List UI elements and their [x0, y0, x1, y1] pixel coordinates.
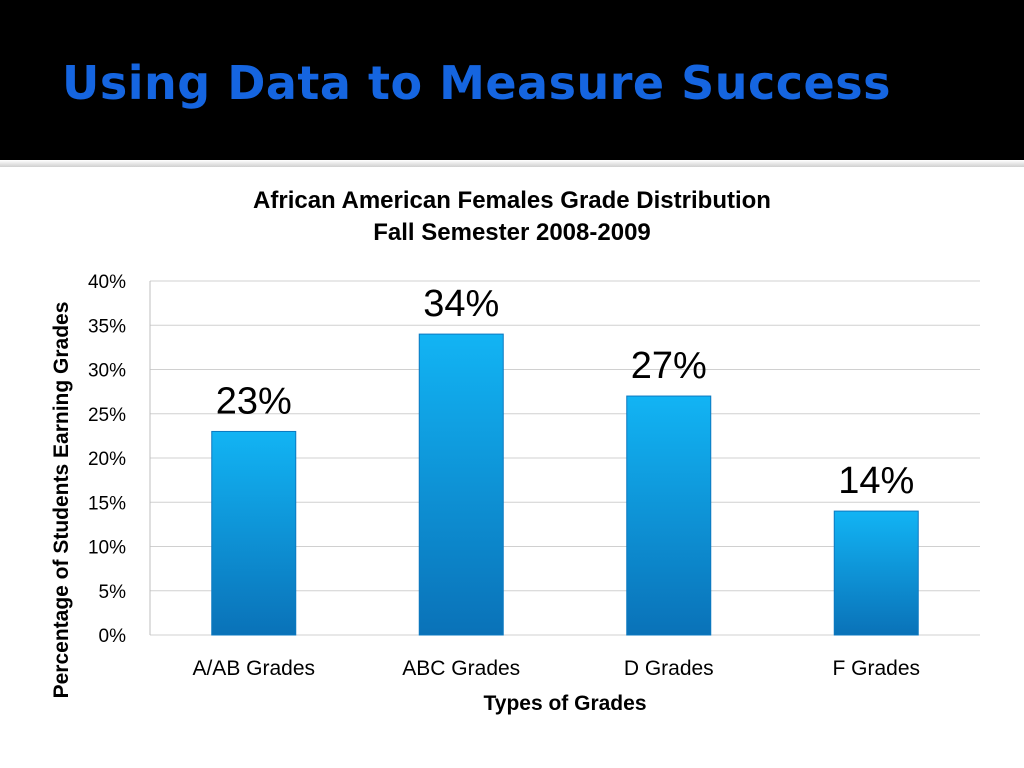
y-tick-label: 20%	[88, 449, 126, 470]
y-tick-label: 25%	[88, 405, 126, 426]
data-labels: 23% 34% 27% 14%	[216, 283, 915, 502]
slide-header: Using Data to Measure Success	[0, 0, 1024, 160]
data-label: 27%	[631, 345, 707, 387]
y-tick-label: 5%	[99, 582, 127, 603]
bar-d-grades	[626, 395, 712, 636]
x-axis-label: Types of Grades	[484, 692, 647, 715]
y-axis-label: Percentage of Students Earning Grades	[50, 302, 73, 699]
header-divider	[0, 160, 1024, 167]
y-axis-ticks: 0% 5% 10% 15% 20% 25% 30% 35% 40%	[88, 272, 126, 647]
y-tick-label: 35%	[88, 316, 126, 337]
x-tick-label: F Grades	[832, 657, 920, 680]
slide-title: Using Data to Measure Success	[62, 56, 891, 110]
bar-abc-grades	[418, 333, 504, 636]
chart-title-block: African American Females Grade Distribut…	[0, 185, 1024, 249]
data-label: 34%	[423, 283, 499, 325]
x-tick-label: A/AB Grades	[192, 657, 315, 680]
chart-subtitle: Fall Semester 2008-2009	[373, 219, 651, 246]
x-tick-label: D Grades	[624, 657, 714, 680]
bars	[211, 333, 919, 636]
x-tick-label: ABC Grades	[402, 657, 520, 680]
chart-title: African American Females Grade Distribut…	[253, 187, 771, 214]
data-label: 23%	[216, 380, 292, 422]
data-label: 14%	[838, 460, 914, 502]
y-tick-label: 40%	[88, 272, 126, 293]
slide-content	[0, 167, 1024, 768]
y-tick-label: 30%	[88, 361, 126, 382]
x-axis-ticks: A/AB Grades ABC Grades D Grades F Grades	[192, 657, 920, 680]
y-tick-label: 15%	[88, 493, 126, 514]
bar-a-ab-grades	[211, 430, 297, 636]
y-tick-label: 0%	[99, 626, 127, 647]
bar-f-grades	[833, 510, 919, 636]
y-tick-label: 10%	[88, 538, 126, 559]
